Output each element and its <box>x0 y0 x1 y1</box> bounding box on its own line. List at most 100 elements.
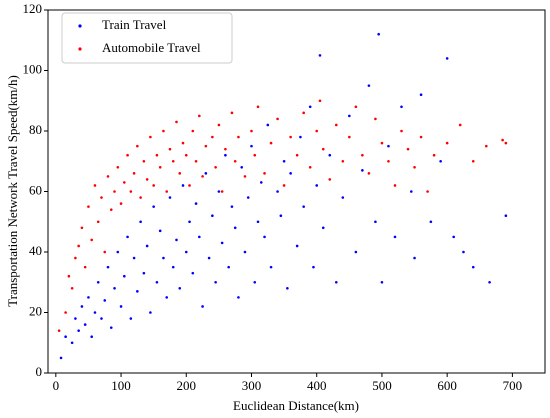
point <box>119 202 123 205</box>
point <box>220 190 224 193</box>
point <box>139 220 142 224</box>
point <box>253 280 257 284</box>
legend-label: Train Travel <box>102 17 167 32</box>
point <box>295 153 299 157</box>
point <box>106 175 110 178</box>
point <box>348 135 351 139</box>
point <box>194 202 198 205</box>
point <box>439 159 442 163</box>
point <box>87 205 90 208</box>
point <box>103 299 107 302</box>
point <box>426 190 429 193</box>
point <box>230 205 234 208</box>
point <box>136 290 139 293</box>
point <box>204 172 208 175</box>
plot-frame <box>47 9 546 374</box>
point <box>96 280 100 284</box>
point <box>361 169 364 172</box>
point <box>289 172 292 175</box>
point <box>419 135 423 139</box>
legend-label: Automobile Travel <box>102 40 201 55</box>
point <box>289 135 292 139</box>
point <box>139 196 142 199</box>
point <box>201 305 204 308</box>
point <box>348 114 351 118</box>
point <box>149 311 152 314</box>
point <box>354 250 358 254</box>
point <box>162 256 165 260</box>
point <box>116 250 120 254</box>
point <box>204 144 208 148</box>
point <box>308 105 312 109</box>
point <box>445 57 449 60</box>
point <box>191 129 195 133</box>
point <box>263 172 266 175</box>
point <box>501 138 504 142</box>
point <box>406 147 410 151</box>
point <box>334 123 338 127</box>
point <box>152 205 155 208</box>
point <box>367 84 371 87</box>
point <box>129 190 133 193</box>
point <box>184 153 188 157</box>
point <box>162 129 165 133</box>
point <box>217 123 221 127</box>
point <box>211 214 214 217</box>
point <box>181 184 185 187</box>
point <box>168 196 172 199</box>
x-tick-label: 200 <box>177 378 197 393</box>
point <box>299 135 302 139</box>
point <box>145 178 149 181</box>
point <box>256 105 260 109</box>
point <box>312 265 315 269</box>
point <box>341 159 345 163</box>
point <box>145 244 149 248</box>
point <box>191 271 195 275</box>
y-tick-label: 60 <box>29 182 42 197</box>
point <box>458 123 462 127</box>
point <box>214 166 217 169</box>
point <box>318 54 322 57</box>
point <box>233 226 237 230</box>
point <box>504 141 508 145</box>
point <box>413 256 416 260</box>
point <box>471 265 475 269</box>
point <box>83 265 87 269</box>
point <box>96 220 100 224</box>
legend-box <box>61 12 233 64</box>
point <box>282 159 286 163</box>
point <box>361 153 364 157</box>
point <box>504 214 508 217</box>
point <box>171 265 175 269</box>
point <box>302 111 305 115</box>
point <box>269 141 273 145</box>
point <box>158 166 162 169</box>
y-tick-label: 40 <box>29 243 42 258</box>
x-tick-label: 400 <box>307 378 327 393</box>
point <box>224 147 227 151</box>
point <box>201 175 204 178</box>
point <box>149 135 152 139</box>
point <box>462 250 465 254</box>
point <box>484 144 488 148</box>
point <box>207 256 211 260</box>
point <box>367 172 371 175</box>
point <box>237 135 240 139</box>
point <box>217 190 221 193</box>
point <box>57 329 61 332</box>
point <box>194 159 198 163</box>
point <box>243 175 247 178</box>
point <box>432 153 436 157</box>
point <box>250 129 253 133</box>
point <box>224 153 227 157</box>
point <box>374 117 377 121</box>
point <box>253 153 257 157</box>
point <box>318 99 322 103</box>
point <box>175 120 178 124</box>
point <box>168 147 172 151</box>
point <box>282 184 286 187</box>
point <box>152 184 155 187</box>
point <box>266 123 270 127</box>
